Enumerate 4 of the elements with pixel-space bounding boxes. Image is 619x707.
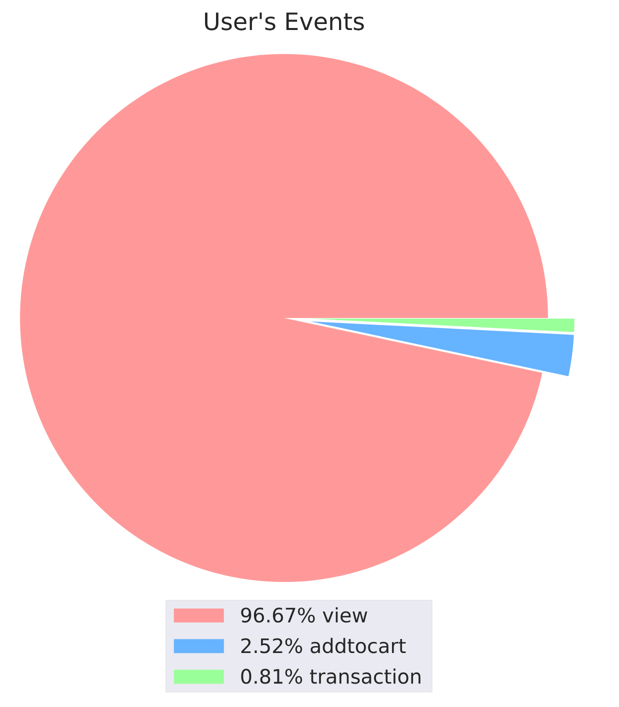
legend-label: 0.81% transaction bbox=[241, 668, 420, 684]
legend-label: 96.67% view bbox=[241, 607, 368, 623]
chart-title: User's Events bbox=[205, 12, 364, 30]
legend-label: 2.52% addtocart bbox=[241, 638, 406, 654]
